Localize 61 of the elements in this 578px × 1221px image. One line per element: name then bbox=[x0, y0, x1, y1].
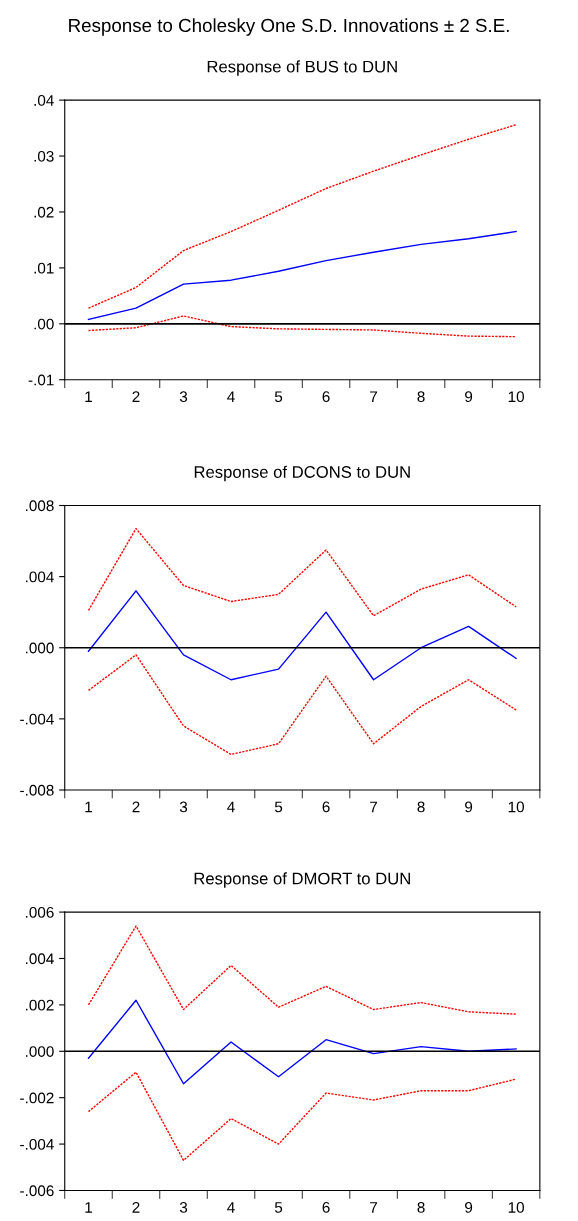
x-tick-label: 5 bbox=[274, 391, 283, 403]
line-series bbox=[87, 999, 517, 1085]
y-tick-label: -.006 bbox=[20, 1185, 54, 1197]
line-series bbox=[87, 124, 517, 309]
y-tick-label: -.002 bbox=[20, 1092, 54, 1104]
y-tick-label: .02 bbox=[34, 206, 54, 218]
x-tick-label: 7 bbox=[370, 801, 378, 813]
x-tick-label: 6 bbox=[322, 1201, 330, 1213]
x-tick-label: 8 bbox=[417, 391, 425, 403]
x-tick-label: 2 bbox=[132, 801, 140, 813]
chart-title: Response of DCONS to DUN bbox=[194, 465, 410, 482]
x-tick-label: 2 bbox=[132, 1201, 140, 1213]
y-tick-label: .01 bbox=[34, 262, 54, 274]
x-tick-label: 5 bbox=[274, 1202, 283, 1213]
line-series bbox=[87, 527, 517, 617]
x-tick-label: 1 bbox=[85, 801, 92, 813]
x-tick-label: 1 bbox=[85, 1202, 92, 1213]
y-tick-label: -.004 bbox=[20, 1138, 54, 1150]
x-tick-label: 2 bbox=[132, 391, 140, 402]
chart-title: Response of DMORT to DUN bbox=[194, 872, 410, 888]
x-tick-label: 6 bbox=[322, 801, 330, 813]
x-tick-label: 9 bbox=[465, 801, 473, 813]
x-tick-label: 4 bbox=[227, 801, 235, 813]
y-tick-label: -.01 bbox=[28, 374, 54, 386]
x-tick-label: 8 bbox=[417, 801, 425, 813]
y-tick-label: .04 bbox=[34, 94, 54, 106]
y-tick-label: .002 bbox=[25, 999, 54, 1011]
x-tick-label: 3 bbox=[179, 801, 188, 813]
x-tick-label: 4 bbox=[227, 391, 235, 402]
x-tick-label: 3 bbox=[179, 391, 188, 403]
x-tick-label: 8 bbox=[417, 1201, 425, 1213]
y-tick-label: .03 bbox=[34, 150, 54, 162]
x-tick-label: 5 bbox=[274, 801, 283, 813]
x-tick-label: 10 bbox=[508, 801, 524, 813]
x-tick-label: 1 bbox=[85, 391, 92, 402]
x-tick-label: 9 bbox=[465, 1201, 473, 1213]
line-series bbox=[87, 1071, 517, 1162]
x-tick-label: 10 bbox=[508, 1201, 524, 1213]
chart-subtitle: Response of BUS to DUN bbox=[207, 60, 397, 76]
x-tick-label: 4 bbox=[227, 1202, 235, 1213]
y-tick-label: .008 bbox=[25, 500, 54, 512]
y-tick-label: .004 bbox=[25, 571, 54, 583]
line-series bbox=[87, 230, 517, 321]
x-tick-label: 3 bbox=[179, 1201, 188, 1213]
y-tick-label: -.008 bbox=[20, 784, 54, 796]
x-tick-label: 9 bbox=[465, 391, 473, 403]
x-tick-label: 6 bbox=[322, 391, 330, 403]
y-tick-label: .004 bbox=[25, 953, 54, 965]
line-series bbox=[87, 654, 517, 756]
line-series bbox=[87, 590, 517, 681]
x-tick-label: 10 bbox=[508, 391, 524, 403]
y-tick-label: .000 bbox=[25, 642, 54, 654]
y-tick-label: .000 bbox=[25, 1046, 54, 1057]
y-tick-label: .00 bbox=[34, 318, 54, 330]
x-tick-label: 7 bbox=[370, 391, 378, 402]
x-tick-label: 7 bbox=[370, 1202, 378, 1213]
line-series bbox=[87, 925, 517, 1015]
line-series bbox=[87, 315, 517, 338]
y-tick-label: -.004 bbox=[20, 713, 54, 725]
y-tick-label: .006 bbox=[25, 906, 54, 918]
chart-title: Response to Cholesky One S.D. Innovations ± 2 S.E. bbox=[69, 18, 509, 36]
